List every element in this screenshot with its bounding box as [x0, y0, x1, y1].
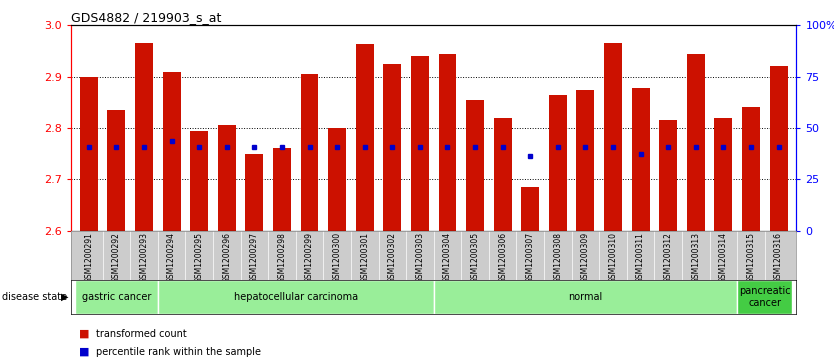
Bar — [715, 118, 732, 231]
Bar — [770, 66, 787, 231]
Bar — [163, 72, 180, 231]
Bar — [135, 43, 153, 231]
Text: GSM1200313: GSM1200313 — [691, 232, 701, 283]
Text: GDS4882 / 219903_s_at: GDS4882 / 219903_s_at — [71, 11, 221, 24]
Bar — [273, 148, 291, 231]
Text: GSM1200305: GSM1200305 — [470, 232, 480, 283]
Text: GSM1200297: GSM1200297 — [250, 232, 259, 283]
Bar — [328, 128, 346, 231]
Text: normal: normal — [568, 292, 602, 302]
Bar — [356, 44, 374, 231]
Bar — [158, 280, 434, 314]
Bar — [737, 280, 792, 314]
Text: GSM1200308: GSM1200308 — [553, 232, 562, 283]
Bar — [384, 64, 401, 231]
Text: GSM1200310: GSM1200310 — [609, 232, 617, 283]
Bar — [75, 280, 158, 314]
Bar — [631, 88, 650, 231]
Text: GSM1200296: GSM1200296 — [223, 232, 231, 283]
Bar — [742, 107, 760, 231]
Bar — [80, 77, 98, 231]
Text: GSM1200316: GSM1200316 — [774, 232, 783, 283]
Bar — [108, 110, 125, 231]
Text: GSM1200292: GSM1200292 — [112, 232, 121, 283]
Bar — [300, 74, 319, 231]
Bar — [434, 280, 737, 314]
Text: GSM1200304: GSM1200304 — [443, 232, 452, 283]
Bar — [659, 120, 677, 231]
Text: pancreatic
cancer: pancreatic cancer — [739, 286, 791, 307]
Text: GSM1200301: GSM1200301 — [360, 232, 369, 283]
Bar — [466, 100, 484, 231]
Bar — [687, 54, 705, 231]
Text: GSM1200293: GSM1200293 — [139, 232, 148, 283]
Text: ■: ■ — [79, 329, 90, 339]
Text: GSM1200303: GSM1200303 — [415, 232, 425, 283]
Text: disease state: disease state — [2, 292, 67, 302]
Bar — [549, 95, 567, 231]
Text: GSM1200291: GSM1200291 — [84, 232, 93, 283]
Text: GSM1200299: GSM1200299 — [305, 232, 314, 283]
Text: percentile rank within the sample: percentile rank within the sample — [96, 347, 261, 357]
Bar — [218, 125, 236, 231]
Text: GSM1200302: GSM1200302 — [388, 232, 397, 283]
Text: GSM1200306: GSM1200306 — [498, 232, 507, 283]
Bar — [245, 154, 264, 231]
Text: ▶: ▶ — [61, 292, 68, 302]
Text: GSM1200309: GSM1200309 — [581, 232, 590, 283]
Text: hepatocellular carcinoma: hepatocellular carcinoma — [234, 292, 358, 302]
Bar — [604, 43, 622, 231]
Bar — [521, 187, 540, 231]
Bar — [411, 56, 429, 231]
Bar — [576, 90, 595, 231]
Text: GSM1200307: GSM1200307 — [525, 232, 535, 283]
Text: transformed count: transformed count — [96, 329, 187, 339]
Text: ■: ■ — [79, 347, 90, 357]
Text: GSM1200300: GSM1200300 — [333, 232, 342, 283]
Text: GSM1200315: GSM1200315 — [746, 232, 756, 283]
Text: GSM1200298: GSM1200298 — [278, 232, 286, 283]
Text: GSM1200294: GSM1200294 — [167, 232, 176, 283]
Text: GSM1200295: GSM1200295 — [194, 232, 203, 283]
Bar — [494, 118, 511, 231]
Bar — [190, 131, 208, 231]
Text: GSM1200311: GSM1200311 — [636, 232, 645, 283]
Text: GSM1200312: GSM1200312 — [664, 232, 673, 283]
Bar — [439, 54, 456, 231]
Text: gastric cancer: gastric cancer — [82, 292, 151, 302]
Text: GSM1200314: GSM1200314 — [719, 232, 728, 283]
